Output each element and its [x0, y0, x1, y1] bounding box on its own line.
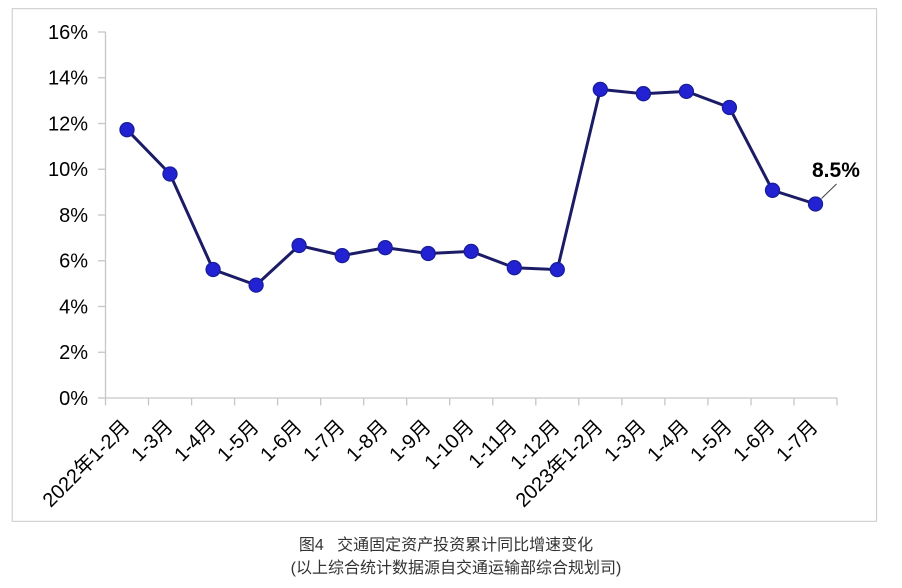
svg-text:4%: 4% — [59, 297, 88, 319]
svg-text:16%: 16% — [48, 22, 88, 44]
svg-text:2%: 2% — [59, 342, 88, 364]
svg-text:(以上综合统计数据源自交通运输部综合规划司): (以上综合统计数据源自交通运输部综合规划司) — [291, 559, 622, 577]
svg-text:10%: 10% — [48, 159, 88, 181]
svg-text:6%: 6% — [59, 251, 88, 273]
svg-text:8%: 8% — [59, 205, 88, 227]
svg-text:12%: 12% — [48, 114, 88, 136]
svg-text:14%: 14% — [48, 68, 88, 90]
svg-text:8.5%: 8.5% — [812, 159, 860, 182]
svg-text:0%: 0% — [59, 388, 88, 410]
svg-text:图4 交通固定资产投资累计同比增速变化: 图4 交通固定资产投资累计同比增速变化 — [299, 536, 593, 554]
